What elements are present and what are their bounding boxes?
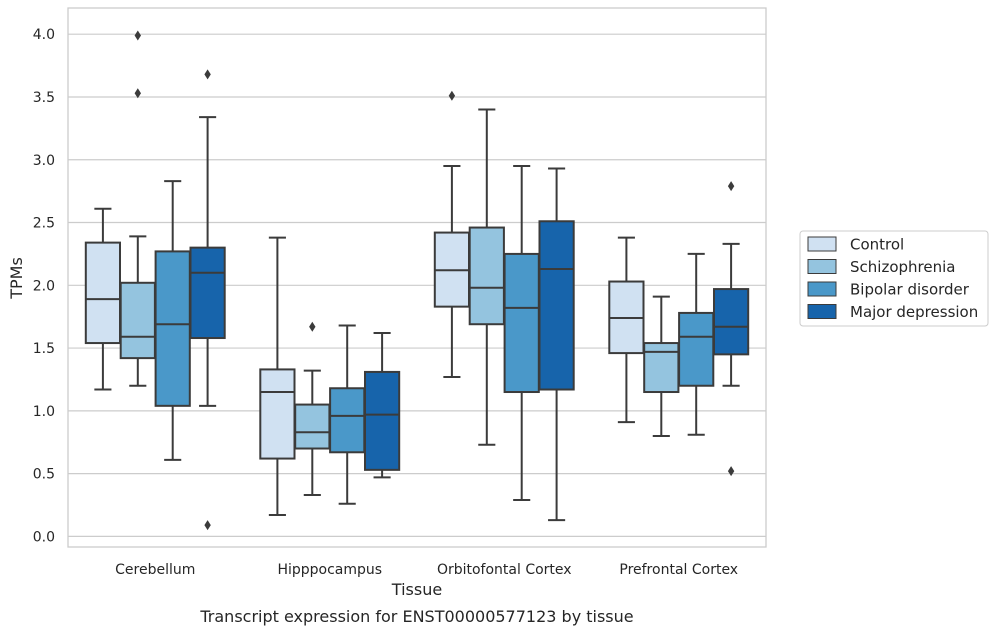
- chart-caption: Transcript expression for ENST0000057712…: [199, 607, 633, 626]
- outlier-point: [727, 181, 735, 192]
- y-tick-label: 4.0: [33, 27, 55, 43]
- legend: Control Schizophrenia Bipolar disorder Majo…: [799, 230, 989, 327]
- box-2-3: [538, 167, 575, 522]
- x-axis-ticks: Cerebellum Hipppocampus Orbitofontal Corte…: [115, 562, 738, 578]
- box-0-0: [84, 207, 122, 391]
- box-iqr: [84, 241, 122, 345]
- outlier-point: [727, 466, 735, 477]
- box-0-1: [119, 30, 156, 387]
- box-1-2: [329, 324, 366, 505]
- box-iqr: [259, 368, 296, 460]
- box-iqr: [119, 281, 156, 360]
- x-axis-label: Tissue: [391, 580, 442, 599]
- legend-items: Control Schizophrenia Bipolar disorder Majo…: [807, 236, 978, 321]
- outlier-point: [134, 88, 141, 99]
- box-iqr: [189, 246, 226, 340]
- x-tick-label: Prefrontal Cortex: [619, 562, 738, 578]
- box-iqr: [712, 288, 750, 356]
- box-iqr: [538, 220, 575, 391]
- box-iqr: [154, 250, 191, 407]
- y-tick-label: 2.0: [33, 278, 55, 294]
- outlier-point: [134, 30, 141, 41]
- plot-frame: [67, 7, 767, 548]
- y-axis-label: TPMs: [7, 257, 26, 300]
- box-3-0: [608, 236, 645, 424]
- y-tick-label: 3.0: [33, 153, 55, 169]
- box-3-2: [678, 252, 715, 436]
- legend-label: Schizophrenia: [850, 258, 955, 276]
- legend-label: Control: [850, 236, 904, 254]
- y-tick-label: 0.5: [33, 467, 55, 483]
- legend-label: Major depression: [850, 303, 978, 321]
- outlier-point: [204, 520, 211, 531]
- box-iqr: [363, 370, 401, 471]
- box-iqr: [329, 387, 366, 454]
- box-iqr: [294, 403, 331, 450]
- box-2-2: [503, 165, 540, 501]
- box-2-0: [433, 90, 471, 378]
- x-tick-label: Orbitofontal Cortex: [437, 562, 572, 578]
- box-2-1: [468, 108, 505, 446]
- outlier-point: [204, 69, 211, 80]
- y-tick-label: 2.5: [33, 216, 55, 232]
- box-1-3: [363, 332, 401, 479]
- legend-label: Bipolar disorder: [850, 281, 970, 299]
- outlier-point: [309, 321, 316, 332]
- legend-swatch: [807, 281, 837, 297]
- x-tick-label: Cerebellum: [115, 562, 195, 578]
- x-tick-label: Hipppocampus: [277, 562, 382, 578]
- y-tick-label: 3.5: [33, 90, 55, 106]
- box-iqr: [678, 311, 715, 387]
- box-3-3: [712, 181, 750, 477]
- outlier-point: [448, 90, 456, 101]
- legend-swatch: [807, 236, 837, 252]
- legend-frame: [799, 230, 989, 327]
- y-axis-ticks: 0.0 0.5 1.0 1.5 2.0 2.5 3.0 3.5 4.0: [33, 27, 55, 545]
- box-1-1: [294, 321, 331, 496]
- box-3-1: [643, 295, 680, 437]
- boxes-layer: [84, 30, 750, 531]
- box-iqr: [503, 252, 540, 394]
- y-tick-label: 1.5: [33, 341, 55, 357]
- box-iqr: [468, 226, 505, 326]
- box-0-3: [189, 69, 226, 531]
- y-tick-label: 1.0: [33, 404, 55, 420]
- y-tick-label: 0.0: [33, 529, 55, 545]
- legend-swatch: [807, 259, 837, 274]
- box-iqr: [643, 342, 680, 394]
- box-0-2: [154, 180, 191, 461]
- legend-swatch: [807, 304, 837, 319]
